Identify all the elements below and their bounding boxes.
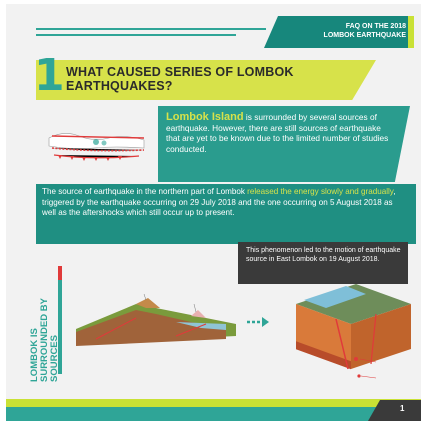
lombok-island-highlight: Lombok Island	[166, 111, 244, 123]
page-number: 1	[400, 404, 405, 413]
phenomenon-note-box	[238, 242, 408, 284]
source-text-b: , triggered by the earthquake occurring …	[42, 187, 396, 218]
faq-line1: FAQ ON THE 2018	[345, 23, 406, 30]
page-number-tab	[368, 400, 421, 421]
arrow-right-icon	[247, 317, 269, 327]
side-label-line3: SOURCES	[49, 335, 60, 382]
earthquake-source-box	[36, 184, 416, 244]
phenomenon-note-text: This phenomenon led to the motion of ear…	[246, 247, 401, 263]
cross-section-diagram	[76, 293, 236, 346]
side-accent-red	[58, 266, 62, 280]
infographic-page: FAQ ON THE 2018 LOMBOK EARTHQUAKE 1 WHAT…	[6, 4, 421, 421]
side-label-text: LOMBOK IS SURROUNDED BY SOURCES	[29, 298, 60, 382]
header-line	[36, 34, 236, 36]
section-title: WHAT CAUSED SERIES OF LOMBOK EARTHQUAKES…	[66, 65, 294, 93]
fault-block-diagram	[296, 284, 411, 379]
title-bar	[36, 60, 376, 100]
footer-lime-band	[6, 399, 421, 407]
lombok-info-box	[158, 106, 410, 182]
source-text-a: The source of earthquake in the northern…	[42, 187, 248, 196]
source-highlight: released the energy slowly and gradually	[247, 187, 394, 196]
lombok-info-body: is surrounded by several sources of eart…	[166, 112, 389, 154]
section-number: 1	[34, 50, 65, 101]
earthquake-source-text: The source of earthquake in the northern…	[42, 187, 398, 219]
lombok-fault-map	[48, 133, 145, 161]
lombok-info-text: Lombok Island is surrounded by several s…	[166, 112, 396, 154]
footer-teal-band	[6, 407, 386, 421]
side-label: LOMBOK IS SURROUNDED BY SOURCES	[29, 274, 60, 384]
badge-accent	[408, 16, 414, 48]
header-line	[36, 28, 266, 30]
faq-line2: LOMBOK EARTHQUAKE	[323, 32, 406, 39]
side-accent-bar	[58, 266, 62, 374]
faq-badge: FAQ ON THE 2018 LOMBOK EARTHQUAKE	[264, 16, 414, 48]
